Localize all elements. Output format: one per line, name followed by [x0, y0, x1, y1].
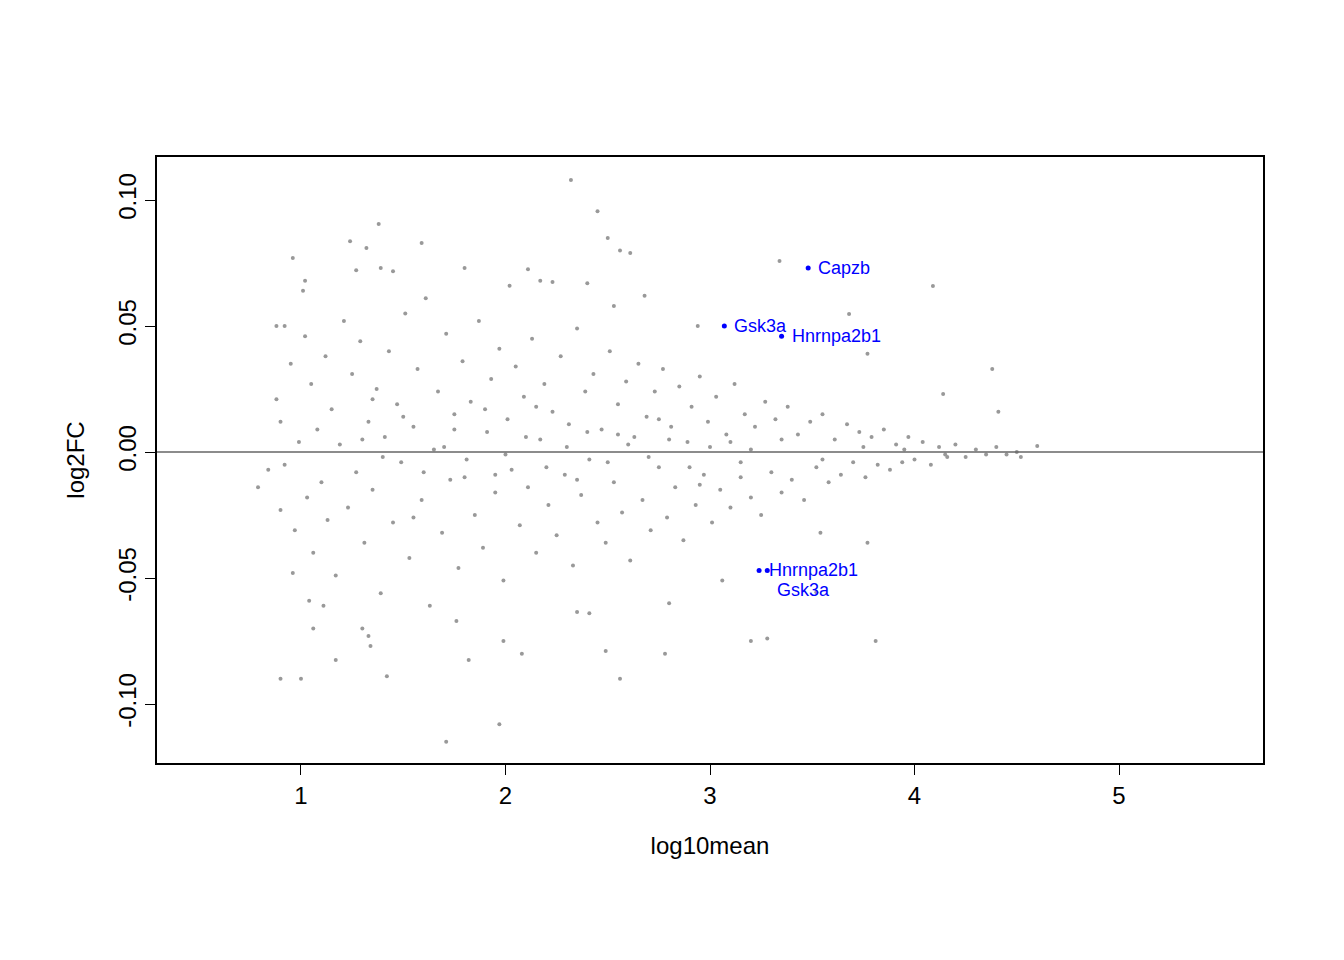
svg-text:Gsk3a: Gsk3a: [777, 580, 830, 600]
svg-text:0.05: 0.05: [114, 299, 141, 346]
svg-text:Gsk3a: Gsk3a: [734, 316, 787, 336]
svg-text:0.00: 0.00: [114, 425, 141, 472]
svg-text:Hnrnpa2b1: Hnrnpa2b1: [769, 560, 858, 580]
svg-text:0.10: 0.10: [114, 173, 141, 220]
svg-text:-0.05: -0.05: [114, 547, 141, 602]
svg-text:log2FC: log2FC: [62, 421, 89, 498]
svg-text:2: 2: [499, 782, 512, 809]
svg-text:1: 1: [294, 782, 307, 809]
svg-text:log10mean: log10mean: [651, 832, 770, 859]
svg-text:Capzb: Capzb: [818, 258, 870, 278]
svg-text:-0.10: -0.10: [114, 673, 141, 728]
svg-text:4: 4: [908, 782, 921, 809]
svg-text:3: 3: [703, 782, 716, 809]
svg-text:Hnrnpa2b1: Hnrnpa2b1: [792, 326, 881, 346]
svg-text:5: 5: [1112, 782, 1125, 809]
